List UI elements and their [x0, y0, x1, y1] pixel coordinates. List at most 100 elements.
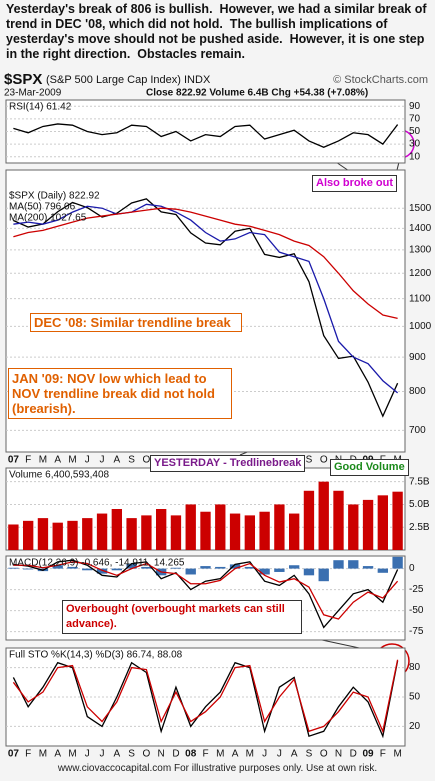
date: 23-Mar-2009 — [4, 88, 62, 99]
y-tick-label: 0 — [409, 563, 415, 574]
x-tick-label: 08 — [185, 749, 197, 760]
source: © StockCharts.com — [333, 74, 428, 86]
x-tick-label: F — [202, 749, 208, 760]
bar — [303, 568, 315, 576]
bar — [229, 513, 241, 550]
x-tick-label: 09 — [362, 749, 374, 760]
bar — [244, 515, 256, 550]
bar — [155, 509, 167, 550]
bar — [200, 511, 211, 550]
panel-title: Full STO %K(14,3) %D(3) 86.74, 88.08 — [9, 650, 183, 661]
line — [13, 561, 399, 620]
bar — [52, 565, 63, 569]
bar — [111, 509, 123, 550]
x-tick-label: D — [350, 749, 357, 760]
bar — [377, 495, 389, 550]
x-tick-label: 07 — [8, 749, 20, 760]
quote: Close 822.92 Volume 6.4B Chg +54.38 (+7.… — [146, 88, 368, 99]
x-tick-label: J — [100, 749, 105, 760]
bar — [22, 568, 34, 570]
x-tick-label: M — [393, 749, 401, 760]
bar — [215, 566, 226, 569]
bar — [377, 568, 389, 573]
panel-title: RSI(14) 61.42 — [9, 102, 72, 113]
x-tick-label: N — [335, 749, 342, 760]
y-tick-label: 1100 — [409, 293, 431, 304]
y-tick-label: 10 — [409, 151, 421, 162]
bar — [303, 490, 315, 550]
line — [12, 659, 399, 734]
line — [13, 207, 398, 319]
y-tick-label: 1300 — [409, 245, 432, 256]
bar — [274, 568, 285, 572]
bar — [111, 568, 123, 571]
bar — [229, 564, 241, 569]
x-tick-label: M — [246, 749, 254, 760]
bar — [333, 490, 344, 550]
commentary: Yesterday's break of 806 is bullish. How… — [6, 2, 431, 61]
y-tick-label: 1200 — [409, 268, 432, 279]
bar — [170, 515, 182, 550]
x-tick-label: A — [54, 749, 61, 760]
y-tick-label: -25 — [409, 584, 424, 595]
x-tick-label: F — [380, 749, 386, 760]
x-tick-label: O — [320, 455, 328, 466]
y-tick-label: 1000 — [409, 321, 432, 332]
bar — [215, 504, 226, 550]
x-tick-label: O — [142, 749, 150, 760]
x-tick-label: O — [142, 455, 150, 466]
y-tick-label: 2.5B — [409, 522, 430, 533]
x-tick-label: S — [306, 455, 313, 466]
bar — [96, 568, 108, 574]
y-tick-label: -50 — [409, 605, 424, 616]
x-tick-label: 07 — [8, 455, 20, 466]
y-tick-label: 80 — [409, 662, 421, 673]
x-tick-label: J — [85, 455, 90, 466]
y-tick-label: 700 — [409, 425, 426, 436]
bar — [67, 520, 78, 550]
bar — [348, 560, 359, 569]
bar — [288, 513, 300, 550]
bar — [392, 556, 403, 569]
panel-title: Volume 6,400,593,408 — [9, 470, 110, 481]
bar — [185, 568, 196, 575]
annotation: YESTERDAY - Tredlinebreak — [150, 455, 306, 472]
symbol: $SPX — [4, 71, 42, 88]
x-tick-label: A — [54, 455, 61, 466]
y-tick-label: 50 — [409, 126, 421, 137]
y-tick-label: 30 — [409, 139, 421, 150]
bar — [22, 520, 34, 550]
bar — [82, 518, 93, 550]
x-tick-label: M — [39, 749, 47, 760]
bar — [333, 560, 344, 569]
bar — [126, 563, 137, 569]
y-tick-label: 20 — [409, 721, 421, 732]
line — [13, 123, 399, 148]
bar — [170, 567, 182, 569]
annotation: JAN '09: NOV low which lead to NOV trend… — [8, 368, 232, 419]
x-tick-label: J — [277, 749, 282, 760]
x-tick-label: J — [100, 455, 105, 466]
x-tick-label: M — [68, 749, 76, 760]
panel-title: MACD(12,26,9) -0.646, -14.911, 14.265 — [9, 558, 185, 569]
x-tick-label: F — [25, 749, 31, 760]
bar — [288, 565, 300, 569]
bar — [362, 499, 374, 550]
x-tick-label: M — [68, 455, 76, 466]
y-tick-label: 1400 — [409, 223, 432, 234]
legend-entry: $SPX (Daily) 822.92 — [9, 191, 100, 202]
y-tick-label: 90 — [409, 101, 421, 112]
y-tick-label: 7.5B — [409, 476, 430, 487]
bar — [82, 568, 93, 571]
y-tick-label: -75 — [409, 626, 424, 637]
bar — [126, 518, 137, 550]
bar — [274, 504, 285, 550]
x-tick-label: J — [262, 749, 267, 760]
footer: www.ciovaccocapital.com For illustrative… — [57, 763, 378, 774]
x-tick-label: F — [25, 455, 31, 466]
bar — [200, 566, 211, 569]
annotation: Also broke out — [312, 175, 398, 192]
bar — [8, 567, 19, 569]
x-tick-label: J — [85, 749, 90, 760]
